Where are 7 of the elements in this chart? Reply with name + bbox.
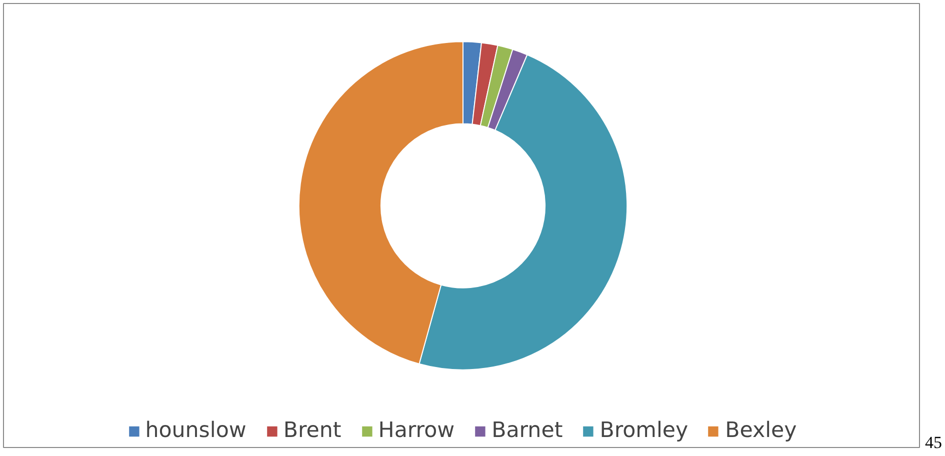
legend-label: Brent xyxy=(283,418,342,443)
text: 45 xyxy=(925,432,942,454)
legend-label: Bromley xyxy=(600,418,688,443)
legend-label: Barnet xyxy=(492,418,563,443)
legend-label: Harrow xyxy=(378,418,455,443)
legend-label: Bexley xyxy=(725,418,797,443)
legend-label: hounslow xyxy=(145,418,246,443)
